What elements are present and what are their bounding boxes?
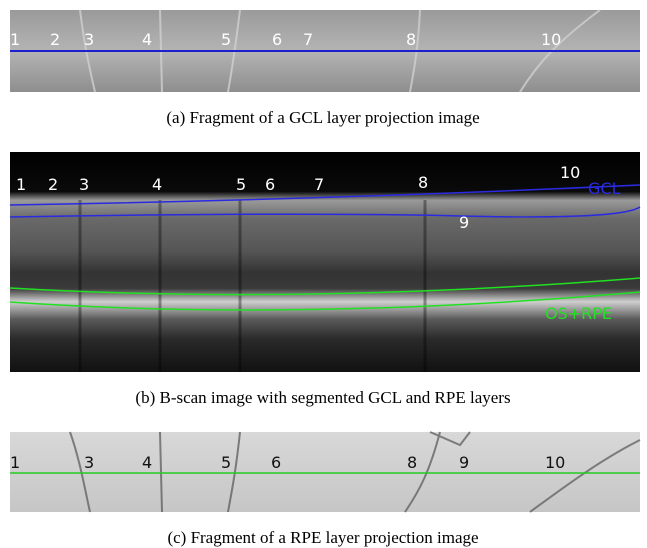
caption: (a) Fragment of a GCL layer projection i… [166,108,479,127]
vessel-label: 8 [418,173,428,192]
caption: (c) Fragment of a RPE layer projection i… [167,528,478,547]
vessel-label: 3 [79,175,89,194]
vessel-label: 9 [459,213,469,232]
vessel-label: 8 [406,30,416,49]
vessel-label: 1 [10,453,20,472]
vessel-label: 6 [265,175,275,194]
vessel-label: 4 [142,453,152,472]
figure: (a) Fragment of a GCL layer projection i… [0,0,647,548]
vessel-label: 6 [271,453,281,472]
vessel-label: 1 [16,175,26,194]
vessel-label: 5 [236,175,246,194]
vessel-label: 10 [541,30,561,49]
vessel-label: 7 [303,30,313,49]
vessel-label: 4 [142,30,152,49]
vessel-label: GCL [588,179,621,198]
vessel-label: 5 [221,453,231,472]
vessel-label: 5 [221,30,231,49]
vessel-label: 2 [48,175,58,194]
vessel-label: 3 [84,453,94,472]
vessel-label: 6 [272,30,282,49]
vessel-label: 4 [152,175,162,194]
vessel-label: 8 [407,453,417,472]
vessel-label: 3 [84,30,94,49]
vessel-label: 1 [10,30,20,49]
vessel-label: 9 [459,453,469,472]
vessel-label: 7 [314,175,324,194]
vessel-label: 2 [50,30,60,49]
vessel-label: OS+RPE [545,304,612,323]
bscan-image [10,152,640,372]
vessel-label: 10 [560,163,580,182]
vessel-label: 10 [545,453,565,472]
caption: (b) B-scan image with segmented GCL and … [135,388,510,407]
